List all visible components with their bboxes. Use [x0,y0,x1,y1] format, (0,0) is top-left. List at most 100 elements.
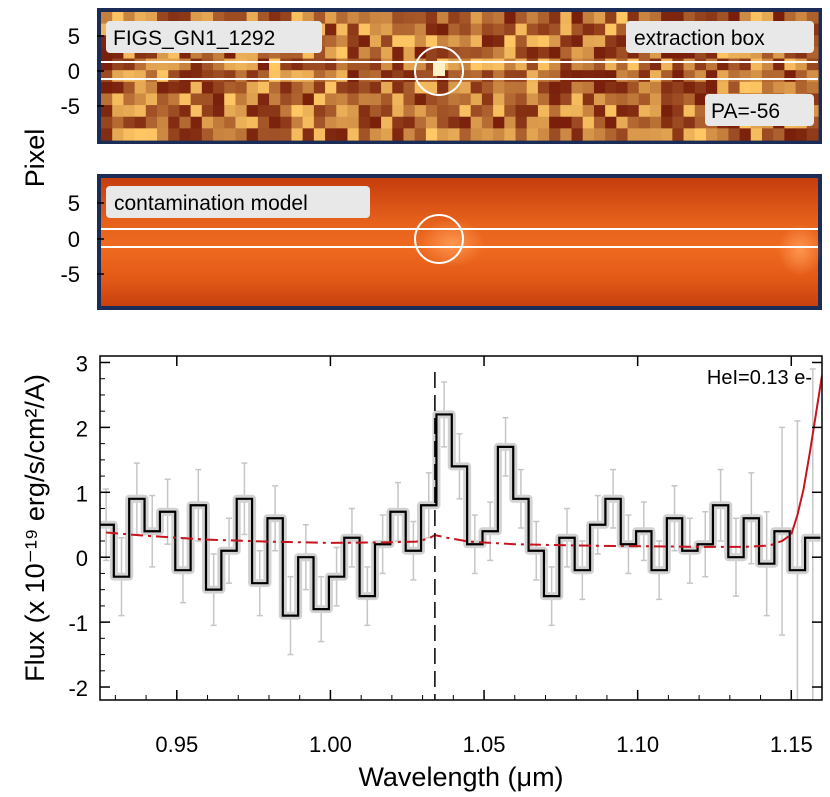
image-pixel [537,35,550,48]
image-pixel [313,105,326,118]
image-pixel [392,35,405,48]
image-pixel [481,70,494,83]
image-pixel [672,128,685,141]
image-pixel [694,46,707,60]
image-pixel [526,70,539,83]
image-pixel [313,12,326,25]
image-pixel [134,81,147,95]
image-pixel [235,81,248,95]
image-pixel [683,105,696,118]
image-pixel [369,23,382,36]
image-pixel [537,58,550,71]
spectrum-panel: 0.95 1.00 1.05 1.10 1.15 3 2 1 0 -1 -2 HeI=0.13 e… [20,351,823,792]
image-pixel [112,93,124,106]
image-pixel [213,81,225,95]
image-pixel [728,58,741,71]
image-pixel [616,35,629,48]
source-bright-pixel [433,63,445,76]
image-pixel [381,81,393,95]
image-pixel [369,116,382,129]
image-pixel [582,93,595,106]
image-pixel [201,70,214,83]
image-pixel [291,70,304,83]
image-pixel [515,105,528,118]
image-pixel [616,128,629,141]
image-pixel [302,12,315,25]
image-pixel [425,81,438,95]
image-pixel [280,81,293,95]
image-pixel [773,128,785,141]
image-pixel [145,12,158,25]
image-pixel [784,81,797,95]
image-pixel [560,23,573,36]
image-pixel [224,58,237,71]
extraction-panel: FIGS_GN1_1292 extraction box PA=-56 5 0 … [60,8,822,144]
image-pixel [168,46,181,60]
image-pixel [717,12,729,25]
x-tick-label: 1.10 [616,732,659,757]
image-pixel [806,70,819,83]
image-pixel [571,35,584,48]
image-pixel [526,23,539,36]
image-pixel [358,116,371,129]
image-pixel [358,128,371,141]
contamination-ytick-label-0: 0 [68,227,80,252]
image-pixel [549,35,561,48]
image-pixel [571,93,584,106]
image-pixel [728,81,741,95]
image-pixel [201,81,214,95]
image-pixel [683,93,696,106]
image-pixel [537,116,550,129]
image-pixel [425,58,438,71]
image-pixel [481,128,494,141]
image-pixel [336,12,349,25]
image-pixel [437,116,449,129]
image-pixel [470,70,483,83]
image-pixel [179,81,192,95]
image-pixel [414,128,427,141]
image-pixel [257,46,270,60]
image-pixel [638,81,651,95]
image-pixel [336,128,349,141]
image-pixel [358,70,371,83]
image-pixel [504,35,517,48]
image-pixel [605,12,617,25]
image-pixel [549,128,561,141]
image-pixel [213,93,225,106]
image-pixel [157,116,169,129]
image-pixel [694,128,707,141]
image-pixel [336,105,349,118]
image-pixel [224,116,237,129]
image-pixel [291,12,304,25]
image-pixel [504,58,517,71]
image-pixel [750,70,763,83]
image-pixel [661,93,673,106]
image-pixel [246,70,259,83]
image-pixel [549,58,561,71]
image-pixel [638,58,651,71]
x-tick-label: 1.15 [770,732,813,757]
image-pixel [705,128,718,141]
image-pixel [728,70,741,83]
image-pixel [347,116,360,129]
image-pixel [414,81,427,95]
image-pixel [213,12,225,25]
y-tick-label: 1 [76,481,88,506]
image-pixel [302,128,315,141]
image-pixel [493,46,505,60]
image-pixel [123,81,136,95]
source-circle [414,46,464,96]
image-pixel [560,12,573,25]
image-pixel [325,116,337,129]
image-pixel [369,35,382,48]
image-pixel [213,70,225,83]
image-pixel [145,70,158,83]
image-pixel [369,128,382,141]
image-pixel [638,46,651,60]
image-pixel [269,93,281,106]
image-pixel [470,93,483,106]
image-pixel [123,105,136,118]
image-pixel [661,58,673,71]
image-pixel [470,58,483,71]
image-pixel [257,128,270,141]
